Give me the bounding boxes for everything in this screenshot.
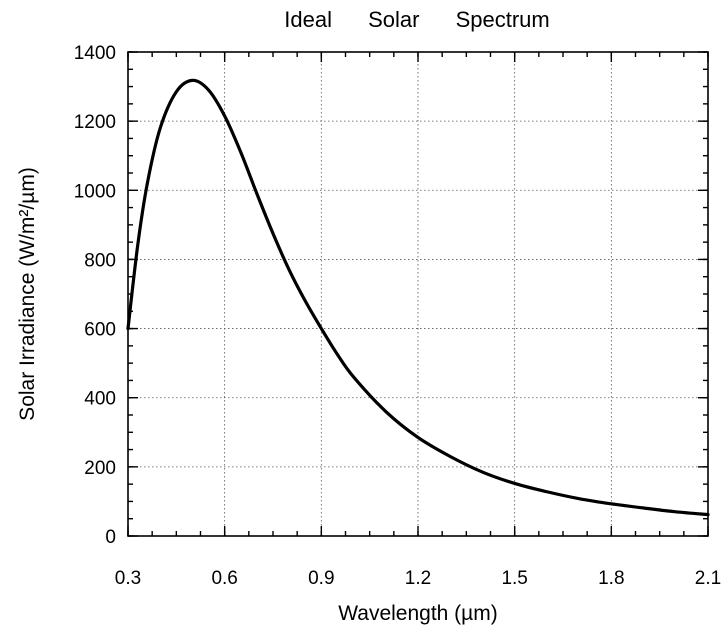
x-tick-label: 0.6 bbox=[211, 568, 237, 589]
tick-marks bbox=[127, 51, 709, 537]
grid-lines bbox=[128, 52, 708, 536]
y-tick-label: 400 bbox=[84, 389, 116, 410]
y-tick-label: 800 bbox=[84, 250, 116, 271]
x-tick-labels: 0.3 0.6 0.9 1.2 1.5 1.8 2.1 bbox=[115, 568, 721, 589]
y-tick-label: 600 bbox=[84, 320, 116, 341]
x-tick-label: 2.1 bbox=[695, 568, 721, 589]
y-tick-label: 1200 bbox=[74, 112, 116, 133]
x-tick-label: 0.9 bbox=[308, 568, 334, 589]
x-tick-label: 1.8 bbox=[598, 568, 624, 589]
y-axis-label: Solar Irradiance (W/m²/µm) bbox=[16, 167, 39, 421]
y-tick-label: 1000 bbox=[74, 181, 116, 202]
chart-title: Ideal Solar Spectrum bbox=[284, 7, 549, 32]
x-tick-label: 0.3 bbox=[115, 568, 141, 589]
y-tick-label: 1400 bbox=[74, 43, 116, 64]
y-tick-label: 200 bbox=[84, 458, 116, 479]
y-tick-labels: 0 200 400 600 800 1000 1200 1400 bbox=[74, 43, 116, 548]
series-line bbox=[126, 78, 710, 517]
x-tick-label: 1.2 bbox=[405, 568, 431, 589]
x-axis-label: Wavelength (µm) bbox=[338, 602, 498, 625]
x-tick-label: 1.5 bbox=[501, 568, 527, 589]
y-tick-label: 0 bbox=[105, 527, 116, 548]
